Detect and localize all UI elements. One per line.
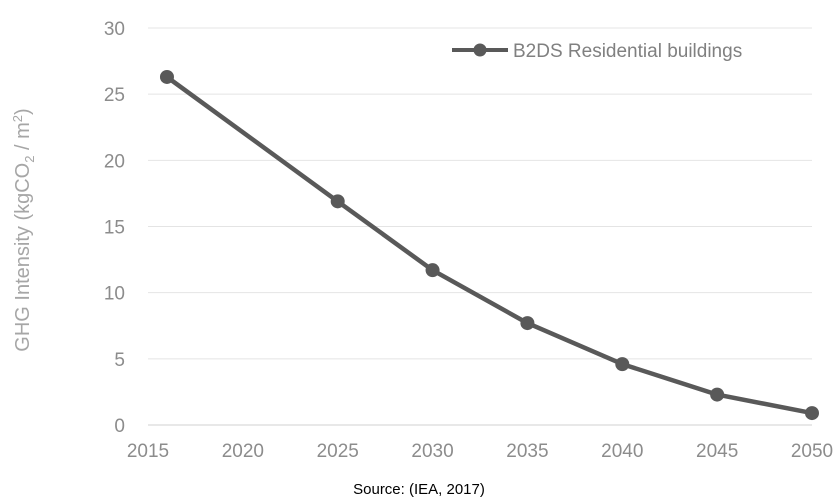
legend: B2DS Residential buildings xyxy=(452,41,742,62)
y-axis-title-part: ) xyxy=(12,108,34,115)
y-tick-label: 15 xyxy=(104,218,125,239)
data-point xyxy=(425,263,440,278)
data-point xyxy=(330,194,345,209)
y-axis-title-subscript: 2 xyxy=(22,156,37,163)
series-line xyxy=(164,74,815,416)
y-axis-title-part: GHG Intensity (kgCO xyxy=(12,163,34,352)
y-axis-title-superscript: 2 xyxy=(10,115,25,122)
x-tick-label: 2040 xyxy=(601,441,643,462)
x-axis-ticks: 2015 2020 2025 2030 2035 2040 2045 2050 xyxy=(127,441,833,462)
x-tick-label: 2015 xyxy=(127,441,169,462)
y-axis-title-part: / m xyxy=(12,122,34,155)
legend-point-marker xyxy=(473,43,487,57)
data-point xyxy=(159,69,174,84)
y-tick-label: 0 xyxy=(114,416,125,437)
data-point xyxy=(615,357,630,372)
x-tick-label: 2025 xyxy=(317,441,359,462)
legend-label: B2DS Residential buildings xyxy=(513,41,742,62)
y-axis-ticks: 0 5 10 15 20 25 30 xyxy=(104,19,125,437)
x-tick-label: 2050 xyxy=(791,441,833,462)
x-tick-label: 2020 xyxy=(222,441,264,462)
x-tick-label: 2035 xyxy=(506,441,548,462)
gridlines xyxy=(148,27,812,426)
x-tick-label: 2030 xyxy=(411,441,453,462)
y-tick-label: 20 xyxy=(104,151,125,172)
x-tick-label: 2045 xyxy=(696,441,738,462)
y-tick-label: 5 xyxy=(114,350,125,371)
series-layer xyxy=(159,69,819,421)
data-point xyxy=(805,406,819,421)
data-point xyxy=(520,316,535,331)
y-tick-label: 30 xyxy=(104,19,125,40)
data-point xyxy=(710,387,725,402)
y-tick-label: 25 xyxy=(104,85,125,106)
y-axis-title: GHG Intensity (kgCO2 / m2) xyxy=(10,108,37,351)
y-tick-label: 10 xyxy=(104,284,125,305)
source-note: Source: (IEA, 2017) xyxy=(353,481,485,498)
